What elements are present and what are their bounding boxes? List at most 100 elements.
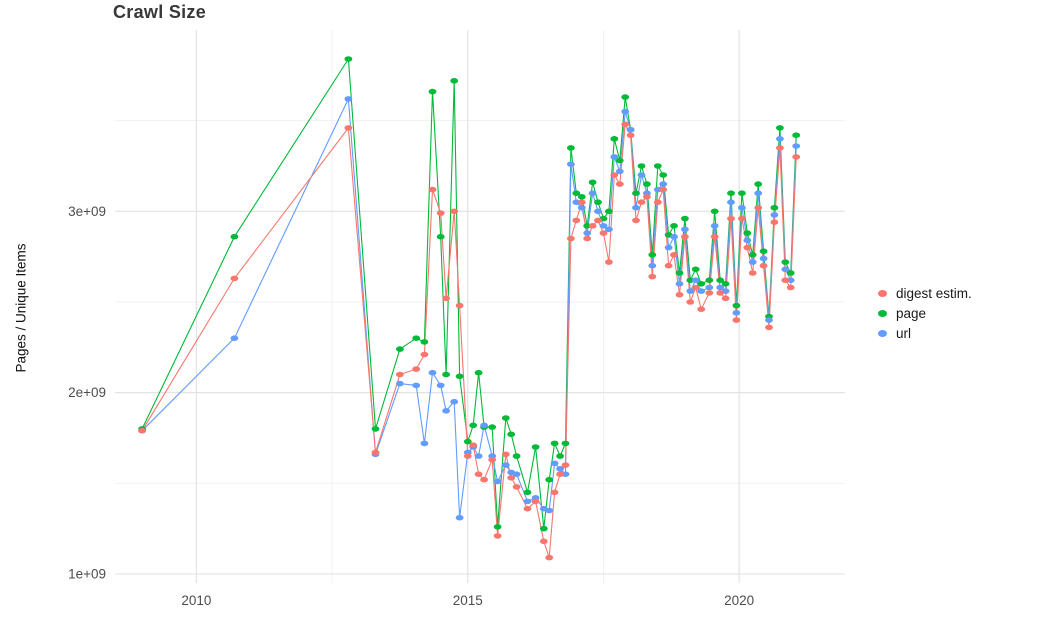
data-point-digest-estim — [561, 462, 570, 468]
data-point-digest-estim — [469, 442, 478, 449]
data-point-digest-estim — [686, 299, 695, 305]
data-point-digest-estim — [781, 277, 790, 284]
data-point-page — [469, 422, 478, 429]
data-point-page — [545, 476, 554, 483]
data-point-digest-estim — [776, 145, 784, 151]
data-point-url — [455, 514, 464, 521]
data-point-digest-estim — [474, 471, 483, 478]
data-point-page — [436, 233, 445, 240]
data-point-digest-estim — [539, 538, 548, 545]
data-point-page — [450, 78, 459, 84]
data-point-url — [572, 199, 581, 205]
data-point-page — [572, 190, 581, 196]
data-point-url — [659, 181, 668, 187]
data-point-digest-estim — [653, 199, 662, 205]
data-point-digest-estim — [463, 453, 472, 459]
legend-label: url — [896, 326, 912, 341]
data-point-page — [463, 438, 472, 445]
data-point-page — [732, 302, 741, 309]
data-point-digest-estim — [450, 208, 459, 215]
data-point-page — [786, 270, 795, 276]
data-point-url — [615, 168, 624, 175]
data-point-digest-estim — [786, 284, 795, 291]
data-point-digest-estim — [610, 172, 619, 178]
data-point-digest-estim — [436, 210, 445, 216]
data-point-digest-estim — [577, 199, 586, 205]
data-point-digest-estim — [765, 324, 773, 331]
data-point-digest-estim — [523, 505, 532, 512]
data-point-page — [344, 56, 353, 62]
data-point-url — [550, 460, 559, 467]
data-point-url — [732, 310, 741, 316]
series-line-digest-estim — [141, 122, 797, 558]
data-point-url — [621, 108, 630, 115]
data-point-page — [567, 145, 575, 151]
data-point-page — [621, 94, 630, 100]
data-point-url — [344, 96, 353, 102]
data-point-page — [670, 223, 678, 229]
data-point-page — [539, 525, 548, 532]
data-point-page — [637, 163, 646, 169]
data-point-digest-estim — [493, 533, 502, 539]
data-point-page — [588, 179, 597, 186]
legend-marker-url — [878, 330, 887, 337]
data-point-url — [442, 408, 450, 414]
data-point-digest-estim — [691, 284, 700, 291]
data-point-url — [493, 478, 502, 485]
legend-marker-page — [878, 310, 887, 317]
data-point-url — [523, 498, 532, 505]
data-point-url — [670, 233, 678, 240]
data-point-url — [781, 266, 790, 273]
data-point-url — [748, 259, 757, 265]
data-point-digest-estim — [637, 199, 646, 205]
data-point-page — [396, 346, 404, 352]
data-point-digest-estim — [371, 449, 380, 456]
data-point-page — [792, 132, 801, 138]
data-point-url — [754, 190, 763, 196]
data-point-digest-estim — [138, 427, 147, 434]
data-point-url — [770, 212, 779, 218]
data-point-page — [230, 233, 239, 240]
legend-item-url: url — [878, 326, 972, 341]
data-point-url — [480, 422, 488, 429]
data-point-page — [781, 259, 790, 265]
y-tick-label: 2e+09 — [68, 385, 106, 400]
data-point-page — [743, 230, 752, 236]
data-point-digest-estim — [599, 230, 608, 236]
data-point-url — [605, 226, 613, 233]
data-point-url — [412, 382, 421, 389]
data-point-page — [759, 248, 768, 254]
data-point-url — [705, 284, 714, 291]
data-point-page — [594, 199, 602, 205]
data-point-url — [716, 284, 725, 291]
data-point-digest-estim — [545, 554, 554, 561]
data-point-digest-estim — [230, 275, 239, 282]
data-point-digest-estim — [675, 291, 684, 298]
data-point-url — [396, 380, 404, 387]
data-point-digest-estim — [531, 498, 540, 505]
data-point-digest-estim — [488, 456, 497, 463]
data-point-url — [653, 186, 662, 193]
data-point-url — [710, 223, 719, 229]
data-point-digest-estim — [556, 471, 564, 478]
legend: digest estim. page url — [878, 286, 972, 341]
data-point-page — [442, 371, 450, 378]
data-point-digest-estim — [659, 186, 668, 193]
data-point-digest-estim — [721, 295, 730, 302]
x-tick-label: 2010 — [181, 593, 211, 608]
data-point-digest-estim — [420, 351, 429, 358]
data-point-url — [436, 382, 445, 389]
data-point-page — [556, 453, 564, 459]
data-point-page — [512, 453, 521, 459]
data-point-url — [637, 172, 646, 178]
data-point-url — [664, 244, 673, 251]
data-point-page — [605, 208, 613, 215]
chart-title: Crawl Size — [113, 2, 207, 22]
data-point-digest-estim — [759, 262, 768, 269]
data-point-page — [474, 369, 483, 376]
data-point-url — [567, 161, 575, 167]
x-tick-label: 2015 — [453, 593, 483, 608]
data-point-page — [610, 136, 619, 142]
